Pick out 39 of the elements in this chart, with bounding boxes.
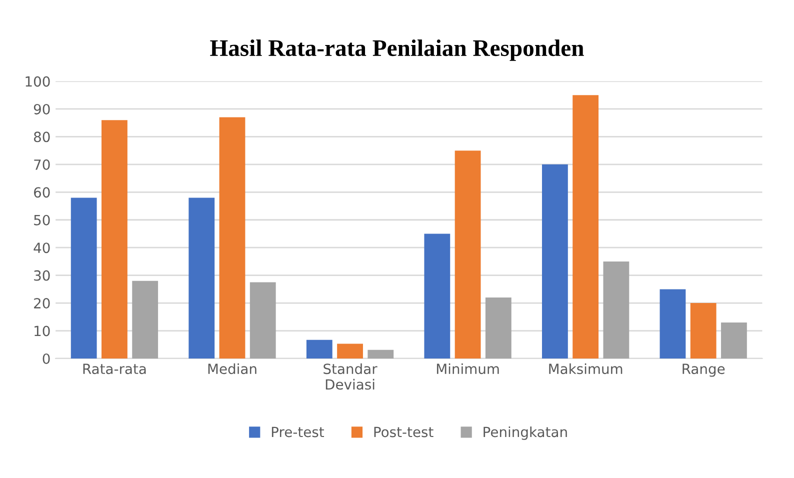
bar — [603, 261, 630, 358]
bar — [454, 150, 481, 358]
y-tick-label: 60 — [34, 187, 50, 198]
bar — [542, 164, 568, 358]
legend-label: Post-test — [374, 426, 434, 438]
bar — [572, 95, 599, 358]
y-tick-label: 100 — [26, 76, 50, 87]
y-tick-label: 50 — [34, 214, 50, 226]
bar — [424, 234, 450, 358]
x-tick-label: Maksimum — [549, 363, 622, 374]
bar — [70, 198, 97, 358]
bar — [368, 350, 394, 358]
bar — [250, 282, 276, 358]
bar — [306, 340, 332, 358]
bar — [690, 303, 716, 358]
y-tick-label: 90 — [34, 104, 50, 114]
bar — [485, 298, 512, 358]
y-tick-label: 10 — [34, 326, 50, 336]
x-tick-label: Minimum — [436, 363, 499, 374]
y-tick-label: 70 — [34, 159, 50, 170]
y-tick-label: 20 — [34, 298, 50, 309]
bar — [102, 120, 128, 358]
bar — [337, 344, 363, 358]
chart-title: Hasil Rata-rata Penilaian Responden — [210, 39, 584, 61]
bar — [660, 289, 686, 358]
y-tick-label: 40 — [34, 242, 50, 254]
x-tick-label: Standar Deviasi — [324, 363, 378, 390]
y-tick-label: 80 — [34, 132, 50, 142]
x-tick-label: Rata-rata — [83, 364, 146, 374]
y-tick-label: 0 — [42, 353, 50, 364]
legend-label: Pre-test — [272, 426, 324, 438]
bar — [188, 198, 215, 358]
bar — [132, 280, 158, 358]
x-tick-label: Range — [682, 364, 725, 377]
bar — [721, 322, 747, 358]
x-tick-label: Median — [208, 363, 256, 374]
legend-label: Peningkatan — [484, 426, 567, 440]
y-tick-label: 30 — [34, 270, 50, 281]
bar — [219, 117, 246, 358]
